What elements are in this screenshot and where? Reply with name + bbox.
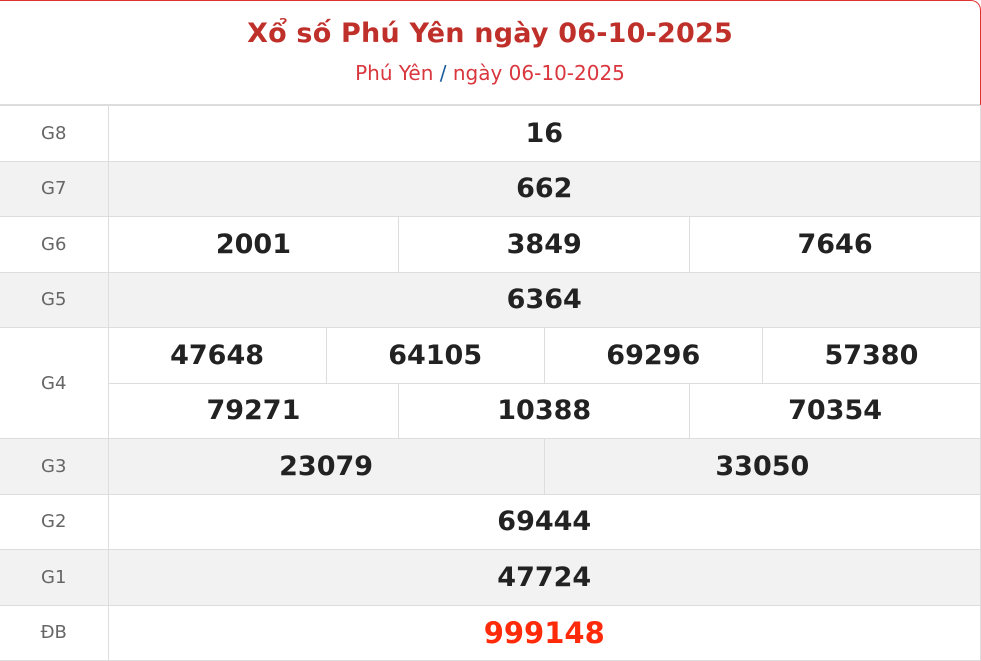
row-g4: G4 47648 64105 69296 57380 [0,327,981,439]
breadcrumb: Phú Yên / ngày 06-10-2025 [0,61,980,85]
prize-number: 47724 [107,549,981,606]
prize-label: G5 [0,271,109,328]
prize-number: 23079 [107,438,545,495]
row-g8: G8 16 [0,105,981,162]
results-table: G8 16 G7 662 G6 2001 3849 7646 G5 6364 G4 476… [0,105,981,661]
row-g4-2: 79271 10388 70354 [0,382,981,439]
row-g1: G1 47724 [0,549,981,606]
prize-number: 64105 [325,327,545,384]
results-header: Xổ số Phú Yên ngày 06-10-2025 Phú Yên / … [0,1,980,105]
row-g7: G7 662 [0,160,981,217]
prize-label: G6 [0,216,109,273]
prize-number: 69296 [543,327,763,384]
prize-number: 70354 [689,382,981,439]
row-g6: G6 2001 3849 7646 [0,216,981,273]
page-title: Xổ số Phú Yên ngày 06-10-2025 [247,18,733,49]
prize-number: 33050 [543,438,981,495]
prize-label: G2 [0,493,109,550]
prize-number: 6364 [107,271,981,328]
row-g2: G2 69444 [0,493,981,550]
prize-number: 57380 [761,327,981,384]
prize-label: G8 [0,105,109,162]
special-prize-number: 999148 [107,604,981,661]
prize-number: 662 [107,160,981,217]
row-g5: G5 6364 [0,271,981,328]
prize-label: ĐB [0,604,109,661]
prize-label: G1 [0,549,109,606]
breadcrumb-date: ngày 06-10-2025 [452,61,625,85]
prize-number: 47648 [107,327,327,384]
row-special: ĐB 999148 [0,604,981,661]
breadcrumb-separator: / [439,61,447,85]
row-g3: G3 23079 33050 [0,438,981,495]
prize-label: G4 [0,327,109,439]
prize-label: G3 [0,438,109,495]
prize-number: 2001 [107,216,400,273]
prize-number: 69444 [107,493,981,550]
prize-number: 3849 [398,216,691,273]
prize-label: G7 [0,160,109,217]
prize-number: 7646 [689,216,981,273]
prize-number: 10388 [398,382,691,439]
prize-number: 79271 [107,382,400,439]
prize-number: 16 [107,105,981,162]
breadcrumb-province[interactable]: Phú Yên [355,61,434,85]
